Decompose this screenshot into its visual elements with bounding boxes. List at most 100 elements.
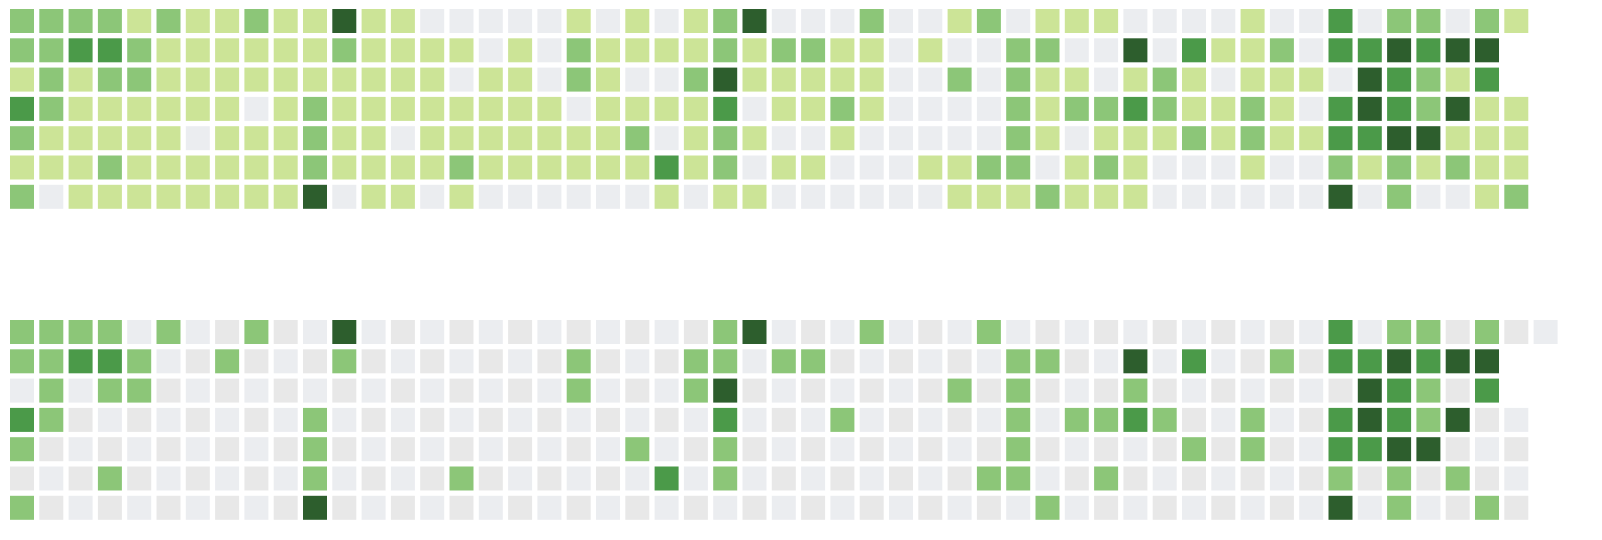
heatmap-cell [1328, 155, 1353, 180]
heatmap-cell [1240, 320, 1265, 344]
heatmap-cell [478, 96, 503, 121]
heatmap-cell [303, 126, 327, 151]
heatmap-cell [156, 466, 181, 491]
heatmap-cell [303, 38, 327, 63]
heatmap-cell [478, 495, 503, 520]
heatmap-cell [1211, 320, 1236, 344]
heatmap-cell [625, 378, 650, 403]
heatmap-cell [918, 320, 943, 344]
heatmap-cell [508, 320, 533, 344]
heatmap-cell [303, 466, 327, 491]
heatmap-cell [68, 407, 93, 432]
heatmap-cell [1123, 466, 1148, 491]
heatmap-cell [10, 9, 34, 33]
heatmap-cell [1445, 466, 1470, 491]
heatmap-cell [947, 437, 972, 462]
heatmap-cell [1416, 378, 1441, 403]
heatmap-cell [244, 9, 269, 33]
heatmap-cell [771, 437, 796, 462]
heatmap-cell [1387, 67, 1412, 92]
heatmap-cell [771, 184, 796, 209]
heatmap-cell [39, 349, 64, 374]
heatmap-cell [39, 9, 64, 33]
heatmap-cell [156, 67, 181, 92]
heatmap-cell [1035, 126, 1060, 151]
heatmap-cell [976, 9, 1001, 33]
heatmap-cell [1416, 349, 1441, 374]
heatmap-cell [1475, 466, 1499, 491]
heatmap-cell [1416, 96, 1441, 121]
heatmap-cell [801, 466, 826, 491]
heatmap-cell [1357, 155, 1382, 180]
heatmap-cell [1211, 96, 1236, 121]
heatmap-cell [1006, 320, 1031, 344]
heatmap-cell [156, 126, 181, 151]
heatmap-cell [1357, 378, 1382, 403]
heatmap-cell [185, 155, 210, 180]
heatmap-cell [947, 126, 972, 151]
heatmap-cell [1211, 155, 1236, 180]
heatmap-cell [420, 67, 445, 92]
heatmap-cell [39, 96, 64, 121]
heatmap-cell [420, 495, 445, 520]
heatmap-cell [1445, 407, 1470, 432]
heatmap-cell [449, 9, 474, 33]
heatmap-cell [801, 495, 826, 520]
heatmap-cell [683, 126, 708, 151]
heatmap-cell [537, 437, 562, 462]
heatmap-cell [449, 466, 474, 491]
heatmap-cell [1269, 349, 1294, 374]
heatmap-cell [244, 407, 269, 432]
heatmap-bottom [10, 320, 1558, 520]
heatmap-cell [332, 378, 357, 403]
heatmap-cell [859, 67, 884, 92]
heatmap-cell [713, 126, 738, 151]
heatmap-cell [478, 349, 503, 374]
heatmap-cell [478, 126, 503, 151]
heatmap-cell [97, 378, 122, 403]
heatmap-cell [1211, 466, 1236, 491]
heatmap-cell [1152, 184, 1177, 209]
heatmap-cell [625, 9, 650, 33]
heatmap-cell [1299, 437, 1324, 462]
heatmap-cell [508, 184, 533, 209]
heatmap-cell [127, 184, 152, 209]
heatmap-cell [537, 378, 562, 403]
heatmap-cell [390, 67, 415, 92]
heatmap-cell [1328, 466, 1353, 491]
heatmap-cell [449, 378, 474, 403]
heatmap-cell [1064, 437, 1089, 462]
heatmap-cell [10, 466, 34, 491]
heatmap-cell [1357, 9, 1382, 33]
heatmap-cell [1123, 9, 1148, 33]
heatmap-cell [1416, 466, 1441, 491]
heatmap-cell [1475, 184, 1499, 209]
heatmap-cell [566, 320, 591, 344]
heatmap-cell [889, 155, 913, 180]
heatmap-cell [390, 126, 415, 151]
heatmap-cell [1094, 378, 1119, 403]
heatmap-cell [215, 67, 240, 92]
heatmap-cell [742, 9, 767, 33]
heatmap-cell [127, 96, 152, 121]
heatmap-cell [1211, 38, 1236, 63]
heatmap-cell [185, 38, 210, 63]
heatmap-cell [830, 96, 855, 121]
heatmap-cell [625, 126, 650, 151]
heatmap-cell [156, 320, 181, 344]
heatmap-cell [1035, 96, 1060, 121]
heatmap-cell [1006, 495, 1031, 520]
heatmap-cell [1094, 437, 1119, 462]
heatmap-cell [1357, 466, 1382, 491]
heatmap-cell [156, 495, 181, 520]
heatmap-cell [97, 407, 122, 432]
heatmap-cell [801, 38, 826, 63]
heatmap-cell [1035, 184, 1060, 209]
heatmap-cell [1152, 349, 1177, 374]
heatmap-cell [947, 184, 972, 209]
heatmap-cell [332, 184, 357, 209]
heatmap-cell [742, 437, 767, 462]
heatmap-cell [1006, 349, 1031, 374]
heatmap-cell [1445, 184, 1470, 209]
heatmap-cell [918, 466, 943, 491]
